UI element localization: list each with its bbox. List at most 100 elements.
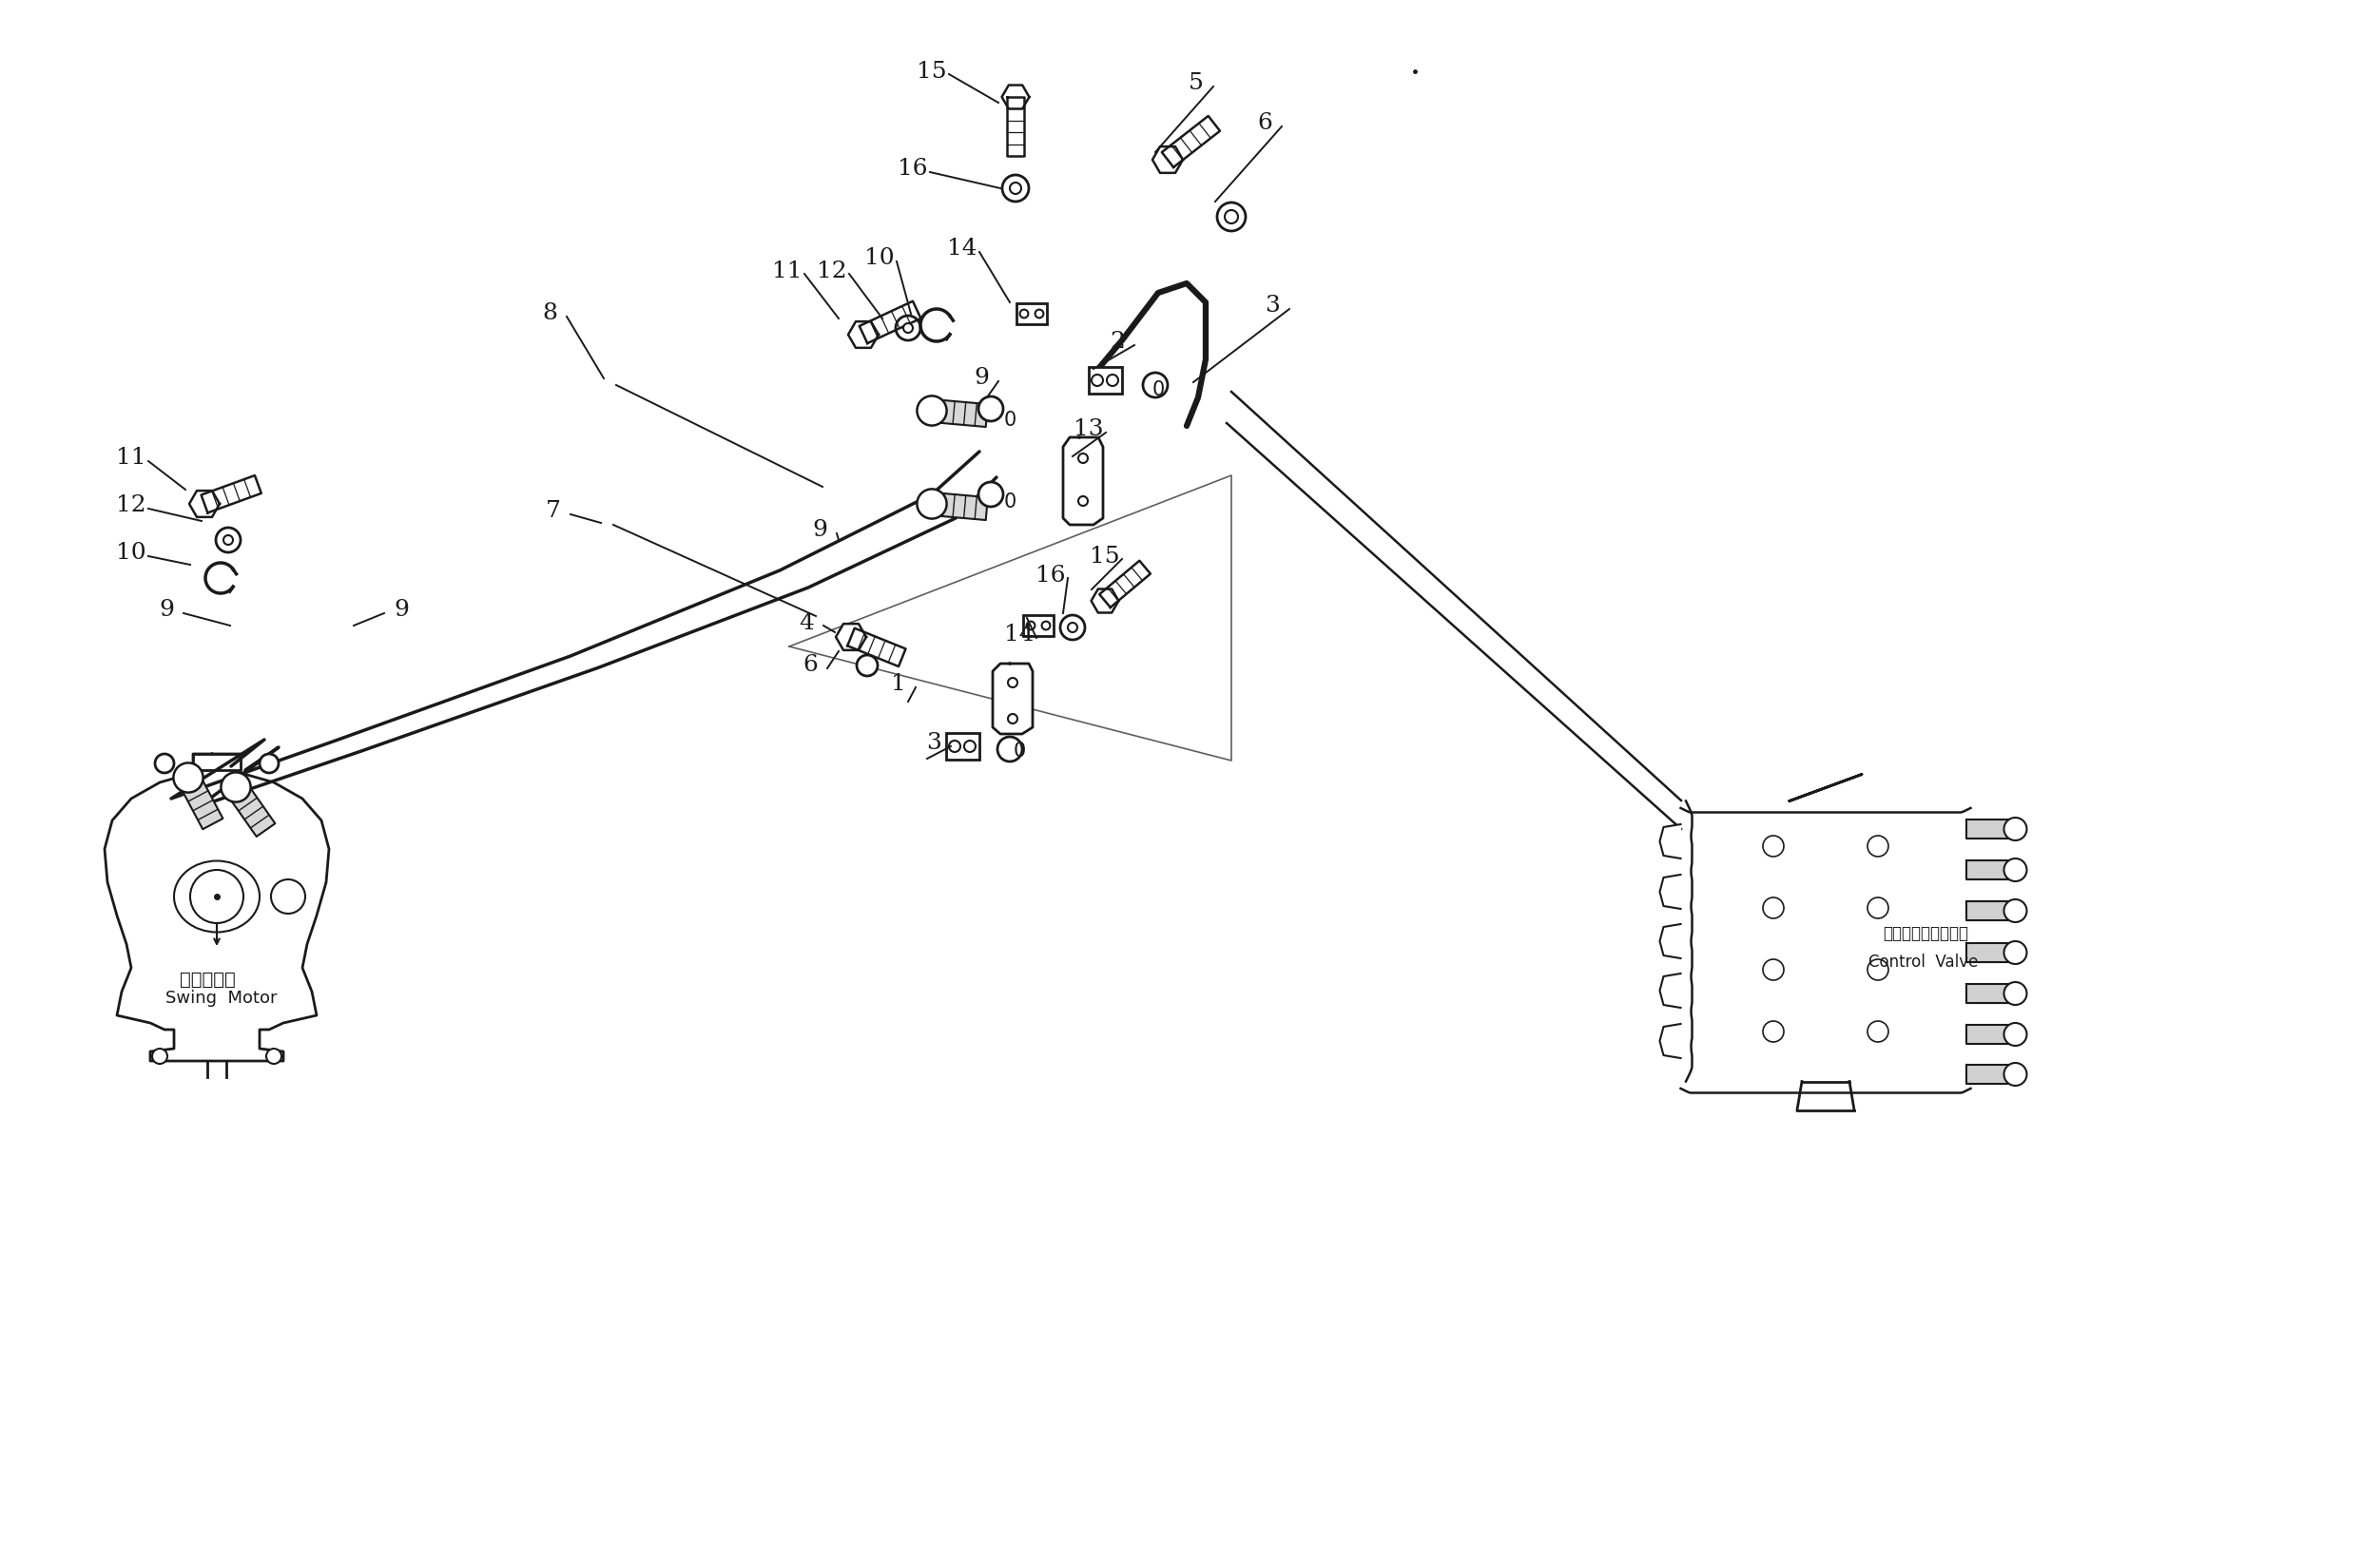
Polygon shape xyxy=(1152,147,1183,173)
Circle shape xyxy=(221,772,250,801)
Circle shape xyxy=(895,316,921,341)
Text: 9: 9 xyxy=(159,600,174,622)
Polygon shape xyxy=(1966,1065,2013,1084)
Circle shape xyxy=(152,1048,167,1064)
Text: 16: 16 xyxy=(1035,564,1066,586)
Text: 3: 3 xyxy=(926,733,942,754)
Circle shape xyxy=(857,654,878,676)
Polygon shape xyxy=(1007,97,1023,156)
Circle shape xyxy=(1216,203,1245,231)
Circle shape xyxy=(1009,183,1021,194)
Circle shape xyxy=(978,397,1002,422)
Text: 6: 6 xyxy=(802,654,819,676)
Circle shape xyxy=(2004,859,2028,881)
Bar xyxy=(1088,367,1121,394)
Text: 2: 2 xyxy=(1109,331,1126,353)
Circle shape xyxy=(1078,453,1088,462)
Circle shape xyxy=(217,528,240,553)
Circle shape xyxy=(997,737,1021,762)
Circle shape xyxy=(2004,942,2028,964)
Polygon shape xyxy=(1966,820,2013,839)
Polygon shape xyxy=(931,400,988,426)
Text: 12: 12 xyxy=(117,495,145,517)
Polygon shape xyxy=(1659,1025,1680,1057)
Polygon shape xyxy=(226,781,276,837)
Polygon shape xyxy=(1966,943,2013,962)
Polygon shape xyxy=(859,301,921,344)
Text: 8: 8 xyxy=(543,303,557,325)
Circle shape xyxy=(155,754,174,773)
Text: 0: 0 xyxy=(1152,380,1164,400)
Text: 12: 12 xyxy=(816,259,847,281)
Text: 0: 0 xyxy=(1004,492,1016,511)
Circle shape xyxy=(916,489,947,519)
Text: 13: 13 xyxy=(1073,419,1104,440)
Text: 11: 11 xyxy=(774,259,802,281)
Polygon shape xyxy=(847,628,907,667)
Text: 10: 10 xyxy=(117,542,145,564)
Circle shape xyxy=(1868,959,1887,981)
Polygon shape xyxy=(1966,861,2013,879)
Text: 14: 14 xyxy=(947,237,978,259)
Circle shape xyxy=(1078,497,1088,506)
Circle shape xyxy=(1764,959,1785,981)
Polygon shape xyxy=(1090,589,1119,612)
Circle shape xyxy=(2004,817,2028,840)
Polygon shape xyxy=(1783,775,1868,797)
Circle shape xyxy=(1764,898,1785,918)
Polygon shape xyxy=(1659,825,1680,859)
Circle shape xyxy=(916,395,947,425)
Circle shape xyxy=(2004,982,2028,1004)
Polygon shape xyxy=(835,623,866,650)
Circle shape xyxy=(1042,622,1050,629)
Circle shape xyxy=(1868,898,1887,918)
Circle shape xyxy=(1021,309,1028,319)
Polygon shape xyxy=(847,322,878,348)
Circle shape xyxy=(174,762,202,792)
Text: 3: 3 xyxy=(1264,295,1280,317)
Text: 14: 14 xyxy=(1004,625,1035,647)
Text: 9: 9 xyxy=(812,520,828,542)
Text: 11: 11 xyxy=(117,447,145,469)
Text: コントロールバルブ: コントロールバルブ xyxy=(1883,925,1968,942)
Bar xyxy=(945,733,978,759)
Circle shape xyxy=(2004,1023,2028,1047)
Polygon shape xyxy=(1064,437,1102,525)
Text: 7: 7 xyxy=(545,500,562,522)
Text: 旋回モータ: 旋回モータ xyxy=(178,970,236,989)
Circle shape xyxy=(190,870,243,923)
Polygon shape xyxy=(1966,901,2013,920)
Circle shape xyxy=(259,754,278,773)
Circle shape xyxy=(1035,309,1042,319)
Circle shape xyxy=(1092,375,1102,386)
Circle shape xyxy=(1142,373,1169,397)
Circle shape xyxy=(1764,836,1785,856)
Circle shape xyxy=(1002,175,1028,201)
Circle shape xyxy=(978,483,1002,506)
Polygon shape xyxy=(1100,561,1150,608)
Polygon shape xyxy=(1659,925,1680,959)
Polygon shape xyxy=(202,475,262,512)
Circle shape xyxy=(904,323,914,333)
Text: Swing  Motor: Swing Motor xyxy=(167,990,278,1007)
Circle shape xyxy=(964,740,976,751)
Text: 6: 6 xyxy=(1257,112,1273,134)
Text: 9: 9 xyxy=(973,367,988,389)
Circle shape xyxy=(1026,622,1035,629)
Polygon shape xyxy=(992,664,1033,734)
Circle shape xyxy=(950,740,962,751)
Polygon shape xyxy=(1002,84,1028,109)
Polygon shape xyxy=(178,772,224,829)
Bar xyxy=(1016,303,1047,325)
Text: 5: 5 xyxy=(1188,73,1204,95)
Text: Control  Valve: Control Valve xyxy=(1868,953,1978,970)
Polygon shape xyxy=(931,492,988,520)
Text: 0: 0 xyxy=(1004,411,1016,430)
Circle shape xyxy=(1069,623,1078,633)
Polygon shape xyxy=(1680,801,1971,1081)
Text: 15: 15 xyxy=(1090,545,1121,567)
Circle shape xyxy=(224,536,233,545)
Bar xyxy=(1023,615,1054,636)
Text: 10: 10 xyxy=(864,248,895,270)
Circle shape xyxy=(1007,714,1016,723)
